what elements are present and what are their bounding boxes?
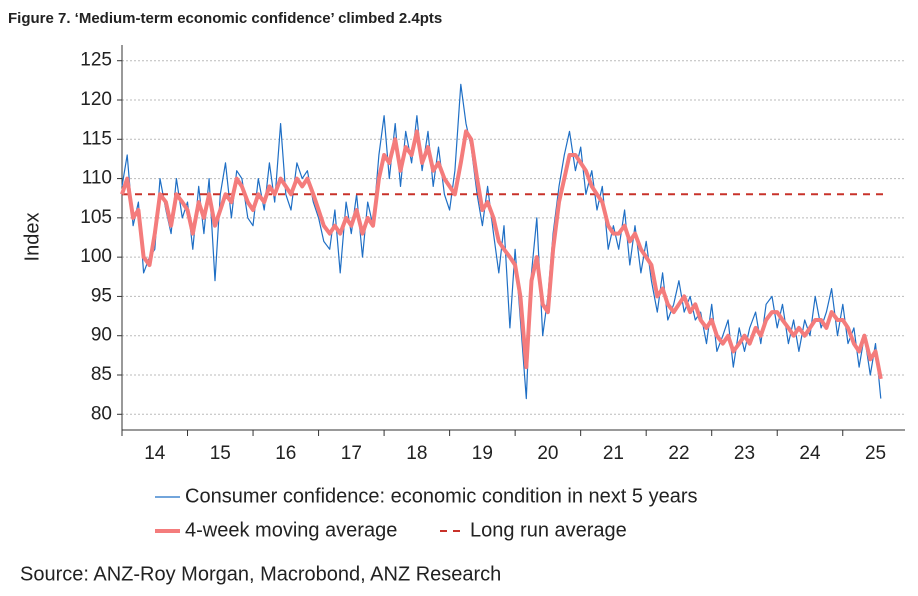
y-tick-label: 125	[80, 50, 112, 71]
y-tick-label: 110	[82, 168, 112, 189]
y-tick-label: 120	[80, 89, 112, 110]
chart-title: Figure 7. ‘Medium-term economic confiden…	[8, 10, 442, 27]
x-tick-label: 25	[865, 443, 886, 464]
y-tick-label: 80	[91, 403, 112, 424]
x-tick-label: 23	[734, 443, 755, 464]
x-tick-label: 16	[275, 443, 296, 464]
legend-label: 4-week moving average	[185, 519, 397, 541]
series-line	[121, 83, 882, 400]
y-tick-label: 85	[91, 364, 112, 385]
x-tick-label: 24	[799, 443, 821, 464]
series-line	[120, 129, 883, 380]
y-tick-label: 115	[82, 128, 112, 149]
x-tick-label: 17	[341, 443, 362, 464]
legend-label: Long run average	[470, 519, 627, 541]
y-tick-label: 95	[91, 285, 112, 306]
x-tick-label: 19	[472, 443, 493, 464]
x-tick-label: 15	[210, 443, 231, 464]
y-tick-label: 105	[80, 207, 112, 228]
source-note: Source: ANZ-Roy Morgan, Macrobond, ANZ R…	[20, 563, 501, 585]
y-axis-label: Index	[21, 213, 43, 262]
x-tick-label: 20	[537, 443, 558, 464]
y-tick-label: 100	[80, 246, 112, 267]
x-tick-label: 14	[144, 443, 166, 464]
x-tick-label: 21	[603, 443, 624, 464]
legend-label: Consumer confidence: economic condition …	[185, 485, 698, 507]
y-tick-label: 90	[91, 325, 112, 346]
x-tick-label: 22	[668, 443, 689, 464]
x-tick-label: 18	[406, 443, 427, 464]
